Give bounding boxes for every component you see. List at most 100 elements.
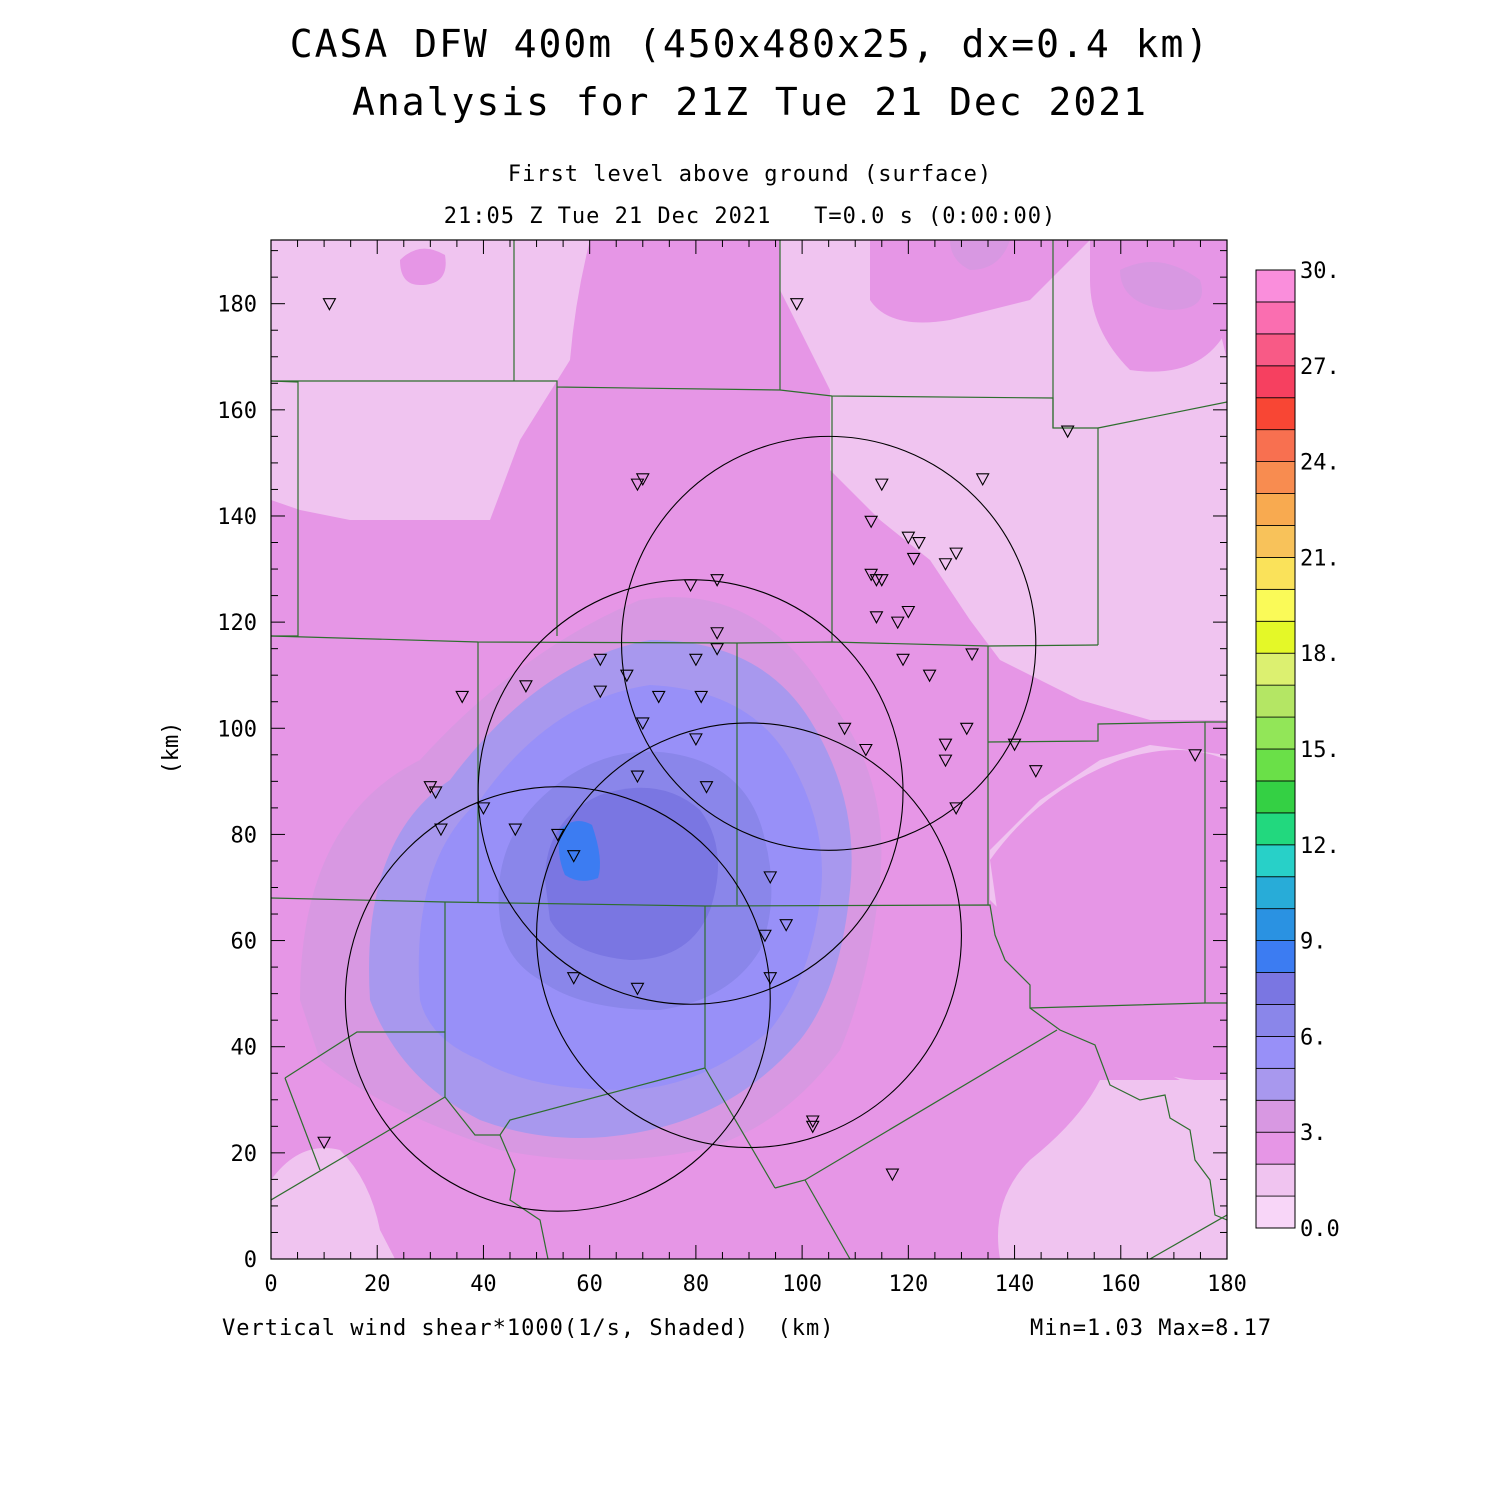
- station-marker: [476, 802, 491, 816]
- colorbar-swatch: [1255, 908, 1296, 942]
- station-marker: [789, 298, 804, 311]
- colorbar-tick-label: 21.: [1300, 546, 1340, 571]
- station-marker: [1007, 738, 1022, 752]
- station-marker: [869, 611, 884, 624]
- station-marker: [949, 802, 964, 816]
- station-marker: [805, 1120, 820, 1134]
- station-marker: [694, 690, 709, 704]
- x-tick-label: 120: [888, 1272, 928, 1297]
- station-marker: [630, 770, 645, 784]
- x-tick-label: 100: [782, 1272, 822, 1297]
- colorbar-swatch: [1255, 588, 1296, 622]
- station-marker: [874, 478, 889, 492]
- station-marker: [683, 579, 698, 593]
- station-marker: [630, 982, 645, 996]
- station-marker: [938, 754, 953, 768]
- station-marker: [1028, 765, 1043, 778]
- y-axis-label: (km): [159, 722, 184, 775]
- min-max-label: Min=1.03 Max=8.17: [1030, 1316, 1273, 1341]
- shade-light-nw: [271, 240, 590, 520]
- x-tick-label: 160: [1101, 1272, 1141, 1297]
- y-tick-label: 160: [217, 399, 257, 424]
- colorbar-frame: [1255, 269, 1296, 1229]
- valid-time-label: 21:05 Z Tue 21 Dec 2021 T=0.0 s (0:00:00…: [443, 204, 1057, 229]
- station-marker: [874, 574, 889, 587]
- station-marker: [688, 653, 703, 667]
- colorbar-swatch: [1255, 557, 1296, 590]
- chart-title: CASA DFW 400m (450x480x25, dx=0.4 km): [289, 22, 1211, 66]
- colorbar-swatch: [1255, 429, 1296, 462]
- station-marker: [710, 574, 725, 587]
- colorbar-swatch: [1255, 716, 1296, 750]
- station-marker: [1060, 425, 1075, 439]
- station-marker: [922, 669, 937, 683]
- colorbar-swatch: [1255, 1036, 1296, 1069]
- x-tick-label: 0: [264, 1272, 277, 1297]
- colorbar-swatch: [1255, 684, 1296, 718]
- station-marker: [758, 929, 772, 943]
- y-tick-label: 140: [217, 505, 257, 530]
- colorbar-tick-label: 18.: [1300, 642, 1340, 667]
- station-marker: [906, 552, 921, 566]
- station-marker: [630, 478, 645, 492]
- station-marker: [779, 919, 794, 932]
- colorbar-tick-label: 27.: [1300, 355, 1340, 380]
- colorbar-swatch: [1255, 652, 1296, 686]
- colorbar-tick-label: 6.: [1300, 1025, 1327, 1050]
- station-marker: [434, 823, 448, 837]
- shade-light-sw: [271, 1148, 395, 1259]
- colorbar-swatch: [1255, 525, 1296, 558]
- colorbar-swatch: [1255, 333, 1296, 367]
- station-marker: [901, 605, 916, 619]
- colorbar-swatch: [1255, 397, 1296, 431]
- colorbar-swatch: [1255, 748, 1296, 782]
- station-marker: [885, 1168, 900, 1182]
- colorbar-tick-label: 3.: [1300, 1121, 1327, 1146]
- shade-mid-e: [990, 750, 1227, 1081]
- station-marker: [837, 722, 852, 736]
- colorbar-swatch: [1255, 1067, 1296, 1101]
- level-label: First level above ground (surface): [507, 162, 993, 187]
- colorbar-swatch: [1255, 301, 1296, 335]
- station-marker: [593, 685, 608, 699]
- station-marker: [508, 823, 523, 837]
- station-marker: [763, 972, 778, 985]
- shade-light-se: [998, 1080, 1227, 1259]
- station-marker: [710, 627, 725, 640]
- y-tick-label: 180: [217, 293, 257, 318]
- colorbar-swatch: [1255, 1163, 1296, 1197]
- station-marker: [635, 717, 650, 731]
- station-marker: [710, 643, 725, 656]
- y-tick-label: 20: [231, 1142, 258, 1167]
- colorbar-swatch: [1255, 1004, 1296, 1037]
- colorbar: 0.0 3. 6. 9. 12. 15. 18. 21. 24. 27. 30.: [1255, 259, 1340, 1242]
- station-marker: [322, 298, 337, 311]
- station-marker: [317, 1136, 332, 1150]
- colorbar-swatch: [1255, 1131, 1296, 1165]
- colorbar-tick-label: 9.: [1300, 930, 1327, 955]
- colorbar-swatch: [1255, 940, 1296, 973]
- station-marker: [566, 972, 581, 985]
- colorbar-swatch: [1255, 1195, 1296, 1229]
- y-tick-label: 80: [231, 823, 258, 848]
- colorbar-tick-label: 0.0: [1300, 1217, 1340, 1242]
- station-marker: [938, 738, 953, 752]
- colorbar-swatch: [1255, 493, 1296, 526]
- station-marker: [896, 653, 910, 667]
- y-tick-label: 100: [217, 717, 257, 742]
- station-marker: [566, 850, 581, 863]
- x-tick-label: 60: [576, 1272, 603, 1297]
- colorbar-tick-label: 24.: [1300, 451, 1340, 476]
- shade-mid-ne-blob: [1120, 262, 1202, 310]
- station-marker: [959, 722, 974, 736]
- colorbar-swatch: [1255, 844, 1296, 878]
- x-tick-label: 180: [1207, 1272, 1247, 1297]
- station-marker: [901, 531, 916, 545]
- x-tick-label: 20: [364, 1272, 391, 1297]
- colorbar-swatch: [1255, 972, 1296, 1005]
- station-marker: [455, 690, 470, 704]
- station-marker: [864, 515, 879, 529]
- station-marker: [651, 690, 666, 704]
- colorbar-tick-label: 12.: [1300, 834, 1340, 859]
